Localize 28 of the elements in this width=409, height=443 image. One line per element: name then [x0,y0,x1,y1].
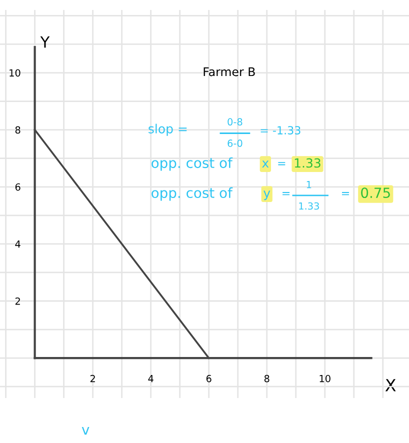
y-axis-title: Y [40,36,50,48]
x-tick-label: 8 [264,374,270,382]
y-tick-label: 4 [15,240,20,248]
x-tick-label: 2 [90,374,95,382]
annotation: 1.33 [299,202,319,210]
annotation: opp. cost of [152,157,233,171]
annotation: 1 [306,181,312,188]
x-tick-label: 10 [320,374,330,382]
annotation: = [278,162,286,166]
x-tick-label: 4 [148,375,154,382]
text: v [82,427,90,435]
annotation: 1.33 [294,158,320,168]
y-tick-label: 6 [15,183,20,191]
annotation: = -1.33 [260,126,300,134]
x-tick-label: 6 [206,374,212,382]
annotation: 0-8 [228,118,242,126]
annotation: y [264,190,270,200]
annotation: = [282,192,290,196]
annotation: = [342,192,349,196]
annotation: x [262,160,269,168]
y-tick-label: 8 [15,126,20,134]
annotation: 6-0 [228,140,242,147]
annotation: slop = [148,124,187,136]
text: Farmer B [204,67,255,76]
annotation: opp. cost of [152,187,233,201]
annotation: 0.75 [361,188,390,198]
y-tick-label: 10 [10,69,20,77]
y-tick-label: 2 [15,297,20,305]
